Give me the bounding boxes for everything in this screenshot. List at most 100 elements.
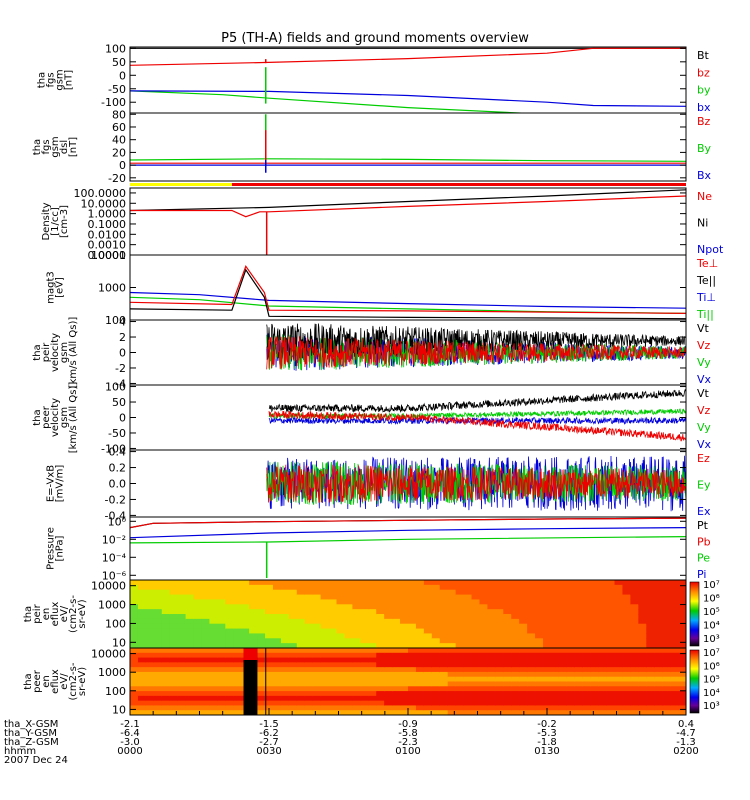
y-tick-label: -20	[108, 172, 126, 185]
spectrogram-cell	[447, 623, 457, 630]
spectrogram-cell	[630, 652, 639, 659]
y-tick-label: 60	[112, 121, 126, 134]
spectrogram-cell	[177, 580, 187, 586]
spectrogram-cell	[582, 671, 592, 678]
spectrogram-cell	[209, 584, 218, 591]
spectrogram-cell	[169, 691, 179, 697]
spectrogram-cell	[368, 686, 377, 692]
spectrogram-cell	[415, 700, 425, 707]
spectrogram-cell	[288, 594, 298, 601]
spectrogram-cell	[336, 662, 346, 668]
spectrogram-cell	[272, 657, 282, 663]
spectrogram-cell	[233, 604, 242, 610]
spectrogram-cell	[447, 657, 457, 663]
spectrogram-cell	[233, 623, 242, 630]
spectrogram-cell	[455, 614, 465, 620]
spectrogram-cell	[495, 614, 504, 620]
spectrogram-cell	[161, 667, 171, 673]
spectrogram-cell	[233, 662, 242, 668]
spectrogram-cell	[233, 618, 242, 625]
spectrogram-cell	[638, 710, 647, 715]
spectrogram-cell	[654, 657, 663, 663]
spectrogram-cell	[400, 648, 409, 654]
spectrogram-cell	[280, 710, 290, 715]
spectrogram-cell	[272, 638, 282, 644]
spectrogram-cell	[201, 618, 211, 625]
spectrogram-cell	[201, 633, 211, 639]
spectrogram-cell	[193, 633, 203, 639]
spectrogram-cell	[408, 681, 417, 687]
spectrogram-cell	[153, 633, 163, 639]
spectrogram-cell	[209, 662, 218, 668]
spectrogram-cell	[447, 628, 457, 635]
spectrogram-cell	[622, 657, 631, 663]
spectrogram-cell	[670, 710, 679, 715]
spectrogram-cell	[233, 700, 242, 707]
spectrogram-cell	[130, 643, 139, 648]
spectrogram-cell	[431, 648, 441, 654]
spectrogram-cell	[225, 662, 234, 668]
spectrogram-cell	[161, 580, 171, 586]
spectrogram-cell	[257, 676, 266, 683]
spectrogram-cell	[535, 614, 544, 620]
spectrogram-cell	[145, 609, 155, 615]
spectrogram-cell	[550, 657, 560, 663]
spectrogram-cell	[678, 681, 686, 687]
spectrogram-cell	[312, 589, 322, 596]
spectrogram-cell	[479, 662, 489, 668]
legend-Ey: Ey	[697, 479, 711, 492]
spectrogram-cell	[439, 589, 449, 596]
spectrogram-cell	[423, 676, 433, 683]
spectrogram-cell	[280, 671, 290, 678]
spectrogram-cell	[257, 618, 266, 625]
spectrogram-cell	[574, 705, 584, 711]
spectrogram-cell	[574, 648, 584, 654]
spectrogram-cell	[344, 667, 353, 673]
spectrogram-cell	[503, 705, 512, 711]
spectrogram-cell	[614, 584, 624, 591]
spectrogram-cell	[606, 618, 616, 625]
spectrogram-cell	[495, 638, 504, 644]
spectrogram-cell	[169, 700, 179, 707]
spectrogram-cell	[336, 705, 346, 711]
spectrogram-cell	[638, 648, 647, 654]
spectrogram-cell	[479, 657, 489, 663]
spectrogram-cell	[646, 681, 655, 687]
spectrogram-cell	[646, 618, 655, 625]
spectrogram-cell	[455, 589, 465, 596]
spectrogram-cell	[527, 705, 536, 711]
spectrogram-cell	[630, 618, 639, 625]
spectrogram-cell	[574, 657, 584, 663]
spectrogram-cell	[662, 633, 671, 639]
spectrogram-cell	[137, 691, 147, 697]
spectrogram-cell	[169, 594, 179, 601]
spectrogram-cell	[638, 671, 647, 678]
spectrogram-cell	[153, 686, 163, 692]
x-row-label: hhmm	[4, 746, 36, 757]
spectrogram-cell	[296, 705, 306, 711]
spectrogram-cell	[201, 648, 211, 654]
spectrogram-cell	[527, 618, 536, 625]
trend-series	[268, 416, 686, 426]
spectrogram-cell	[288, 599, 298, 605]
spectrogram-cell	[479, 599, 489, 605]
spectrogram-cell	[169, 705, 179, 711]
spectrogram-cell	[169, 662, 179, 668]
legend-Ez: Ez	[697, 452, 710, 465]
spectrogram-cell	[384, 618, 393, 625]
spectrogram-cell	[328, 662, 338, 668]
spectrogram-cell	[169, 599, 179, 605]
spectrogram-cell	[535, 638, 544, 644]
spectrogram-cell	[543, 700, 552, 707]
spectrogram-cell	[360, 676, 369, 683]
spectrogram-cell	[527, 643, 536, 648]
y-axis-label: eflux	[50, 602, 61, 627]
spectrogram-cell	[280, 594, 290, 601]
spectrogram-cell	[646, 633, 655, 639]
spectrogram-cell	[280, 589, 290, 596]
spectrogram-cell	[201, 580, 211, 586]
spectrogram-cell	[408, 686, 417, 692]
spectrogram-cell	[678, 700, 686, 707]
spectrogram-cell	[384, 710, 393, 715]
spectrogram-cell	[479, 705, 489, 711]
